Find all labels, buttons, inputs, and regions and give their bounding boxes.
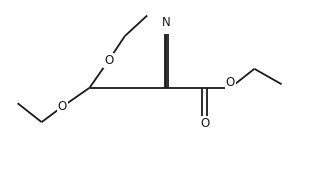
Text: O: O <box>58 100 67 113</box>
Text: O: O <box>226 76 235 89</box>
Text: O: O <box>104 54 113 67</box>
Text: N: N <box>162 16 171 29</box>
Text: O: O <box>200 117 209 130</box>
